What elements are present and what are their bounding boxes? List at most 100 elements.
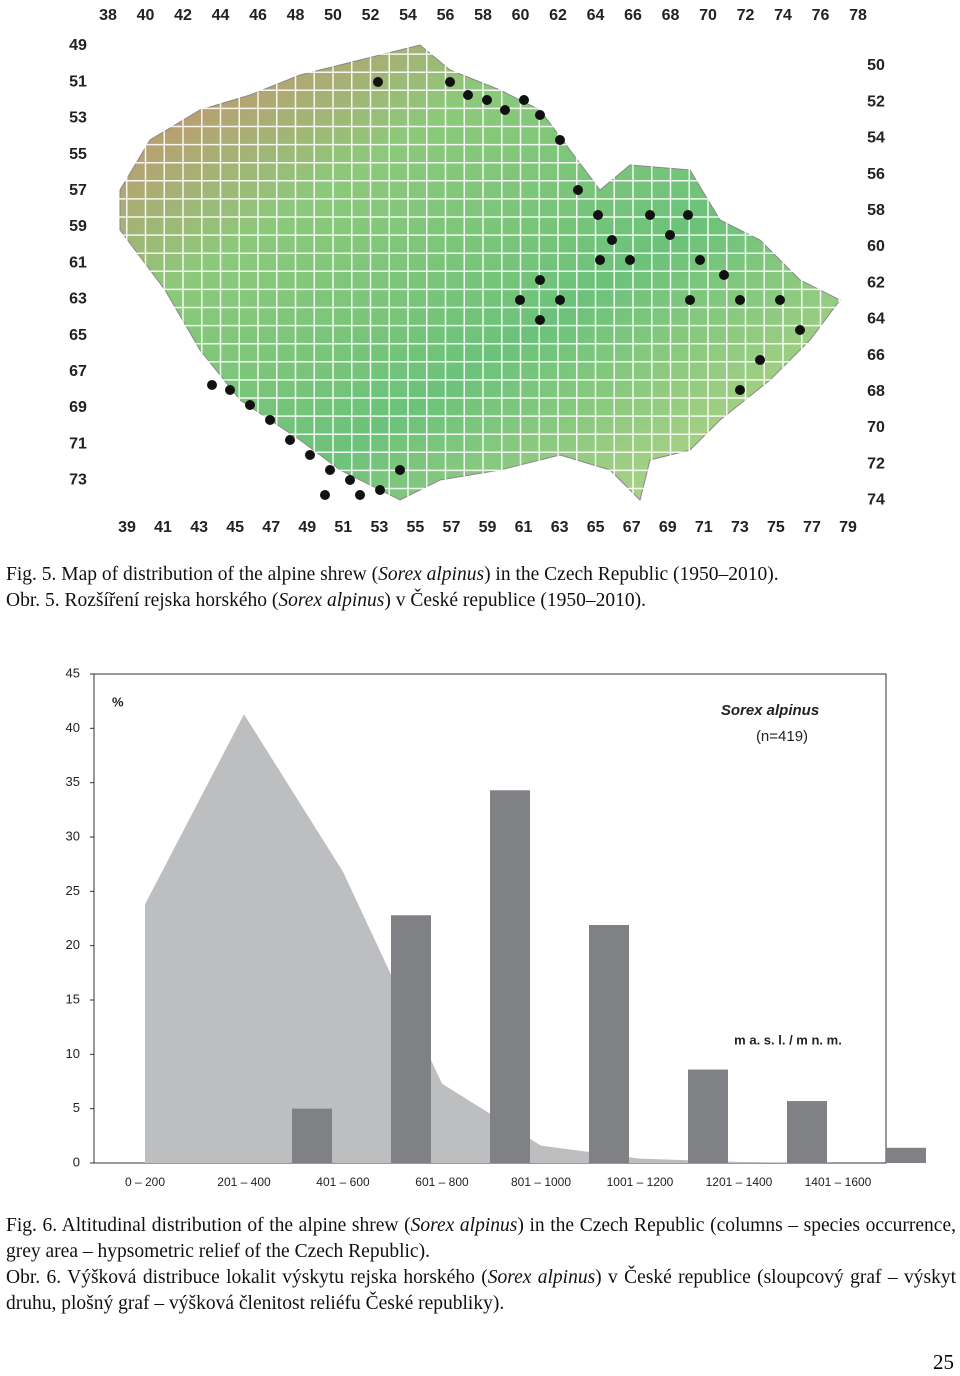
occurrence-dot (595, 255, 605, 265)
caption-text: Obr. 5. Rozšíření rejska horského ( (6, 590, 279, 611)
occurrence-dot (445, 77, 455, 87)
y-tick-label: 45 (66, 665, 80, 680)
occurrence-dot (573, 185, 583, 195)
y-tick-label: 10 (66, 1046, 80, 1061)
map-row-label: 52 (867, 93, 885, 110)
y-tick-label: 0 (73, 1154, 80, 1169)
occurrence-dot (555, 135, 565, 145)
map-column-label: 79 (839, 519, 857, 536)
map-row-label: 62 (867, 274, 885, 291)
map-column-label: 50 (324, 7, 342, 24)
map-row-label: 61 (69, 254, 87, 271)
map-row-label: 51 (69, 73, 87, 90)
map-row-label: 71 (69, 435, 87, 452)
map-column-label: 55 (407, 519, 425, 536)
caption-species: Sorex alpinus (487, 1267, 596, 1288)
occurrence-dot (665, 230, 675, 240)
occurrence-dot (482, 95, 492, 105)
map-row-label: 49 (69, 37, 87, 54)
map-row-label: 63 (69, 291, 87, 308)
n-annotation: (n=419) (756, 728, 808, 745)
x-tick-label: 601 – 800 (415, 1175, 469, 1189)
map-row-label: 68 (867, 383, 885, 400)
bar (886, 1147, 926, 1163)
caption-text: ) in the Czech Republic (1950–2010). (484, 564, 779, 585)
occurrence-dot (735, 385, 745, 395)
map-column-label: 62 (549, 7, 567, 24)
map-row-label: 72 (867, 455, 885, 472)
fig5-caption-cz: Obr. 5. Rozšíření rejska horského (Sorex… (6, 588, 956, 614)
country-outline (119, 44, 841, 501)
map-column-label: 59 (479, 519, 497, 536)
occurrence-dot (463, 90, 473, 100)
map-row-label: 74 (867, 492, 885, 509)
fig6-caption-en: Fig. 6. Altitudinal distribution of the … (6, 1213, 956, 1265)
map-row-label: 50 (867, 57, 885, 74)
occurrence-dot (719, 270, 729, 280)
caption-text: Fig. 5. Map of distribution of the alpin… (6, 564, 379, 585)
occurrence-dot (735, 295, 745, 305)
occurrence-dot (355, 490, 365, 500)
map-column-label: 53 (370, 519, 388, 536)
chart: % Sorex alpinus (n=419) m a. s. l. / m n… (66, 665, 926, 1189)
y-tick-label: 5 (73, 1100, 80, 1115)
occurrence-dot (695, 255, 705, 265)
occurrence-dot (265, 415, 275, 425)
map-column-label: 47 (262, 519, 280, 536)
occurrence-dot (625, 255, 635, 265)
fig6-caption-cz: Obr. 6. Výšková distribuce lokalit výsky… (6, 1265, 956, 1317)
caption-species: Sorex alpinus (278, 590, 385, 611)
bar (589, 925, 629, 1163)
map-column-label: 68 (662, 7, 680, 24)
map-column-label: 49 (298, 519, 316, 536)
x-tick-label: 1001 – 1200 (607, 1175, 674, 1189)
map-row-label: 73 (69, 472, 87, 489)
y-tick-label: 40 (66, 720, 80, 735)
page-number: 25 (933, 1350, 954, 1374)
map-column-label: 64 (587, 7, 605, 24)
map-column-label: 77 (803, 519, 821, 536)
occurrence-dot (755, 355, 765, 365)
occurrence-dot (225, 385, 235, 395)
map-column-label: 39 (118, 519, 136, 536)
map-row-label: 57 (69, 182, 87, 199)
map-row-label: 70 (867, 419, 885, 436)
occurrence-dot (535, 275, 545, 285)
map-row-label: 66 (867, 347, 885, 364)
occurrence-dot (593, 210, 603, 220)
occurrence-dot (207, 380, 217, 390)
map-column-label: 45 (226, 519, 244, 536)
map-column-label: 65 (587, 519, 605, 536)
occurrence-dot (345, 475, 355, 485)
map-column-label: 71 (695, 519, 713, 536)
occurrence-dot (555, 295, 565, 305)
occurrence-dot (395, 465, 405, 475)
area (145, 714, 838, 1163)
x-tick-label: 201 – 400 (217, 1175, 271, 1189)
caption-text: Fig. 6. Altitudinal distribution of the … (6, 1215, 411, 1236)
bar (391, 915, 431, 1163)
map-column-label: 76 (812, 7, 830, 24)
occurrence-dot (325, 465, 335, 475)
map-column-label: 69 (659, 519, 677, 536)
map-column-label: 67 (623, 519, 641, 536)
map-row-label: 58 (867, 202, 885, 219)
occurrence-dot (285, 435, 295, 445)
map-row-label: 60 (867, 238, 885, 255)
distribution-map: 38 40 42 44 46 48 50 52 54 56 58 60 62 64 66 68 70 72 74 76… (69, 7, 885, 536)
occurrence-dot (607, 235, 617, 245)
map-row-label: 65 (69, 327, 87, 344)
occurrence-dot (683, 210, 693, 220)
map-column-label: 51 (334, 519, 352, 536)
bar (787, 1101, 827, 1163)
x-tick-label: 401 – 600 (316, 1175, 370, 1189)
bar (292, 1108, 332, 1163)
occurrence-dot (373, 77, 383, 87)
unit-label: % (112, 694, 124, 709)
caption-species: Sorex alpinus (410, 1215, 518, 1236)
map-column-label: 48 (287, 7, 305, 24)
fig5-caption-en: Fig. 5. Map of distribution of the alpin… (6, 562, 956, 588)
occurrence-dot (775, 295, 785, 305)
map-column-label: 61 (515, 519, 533, 536)
